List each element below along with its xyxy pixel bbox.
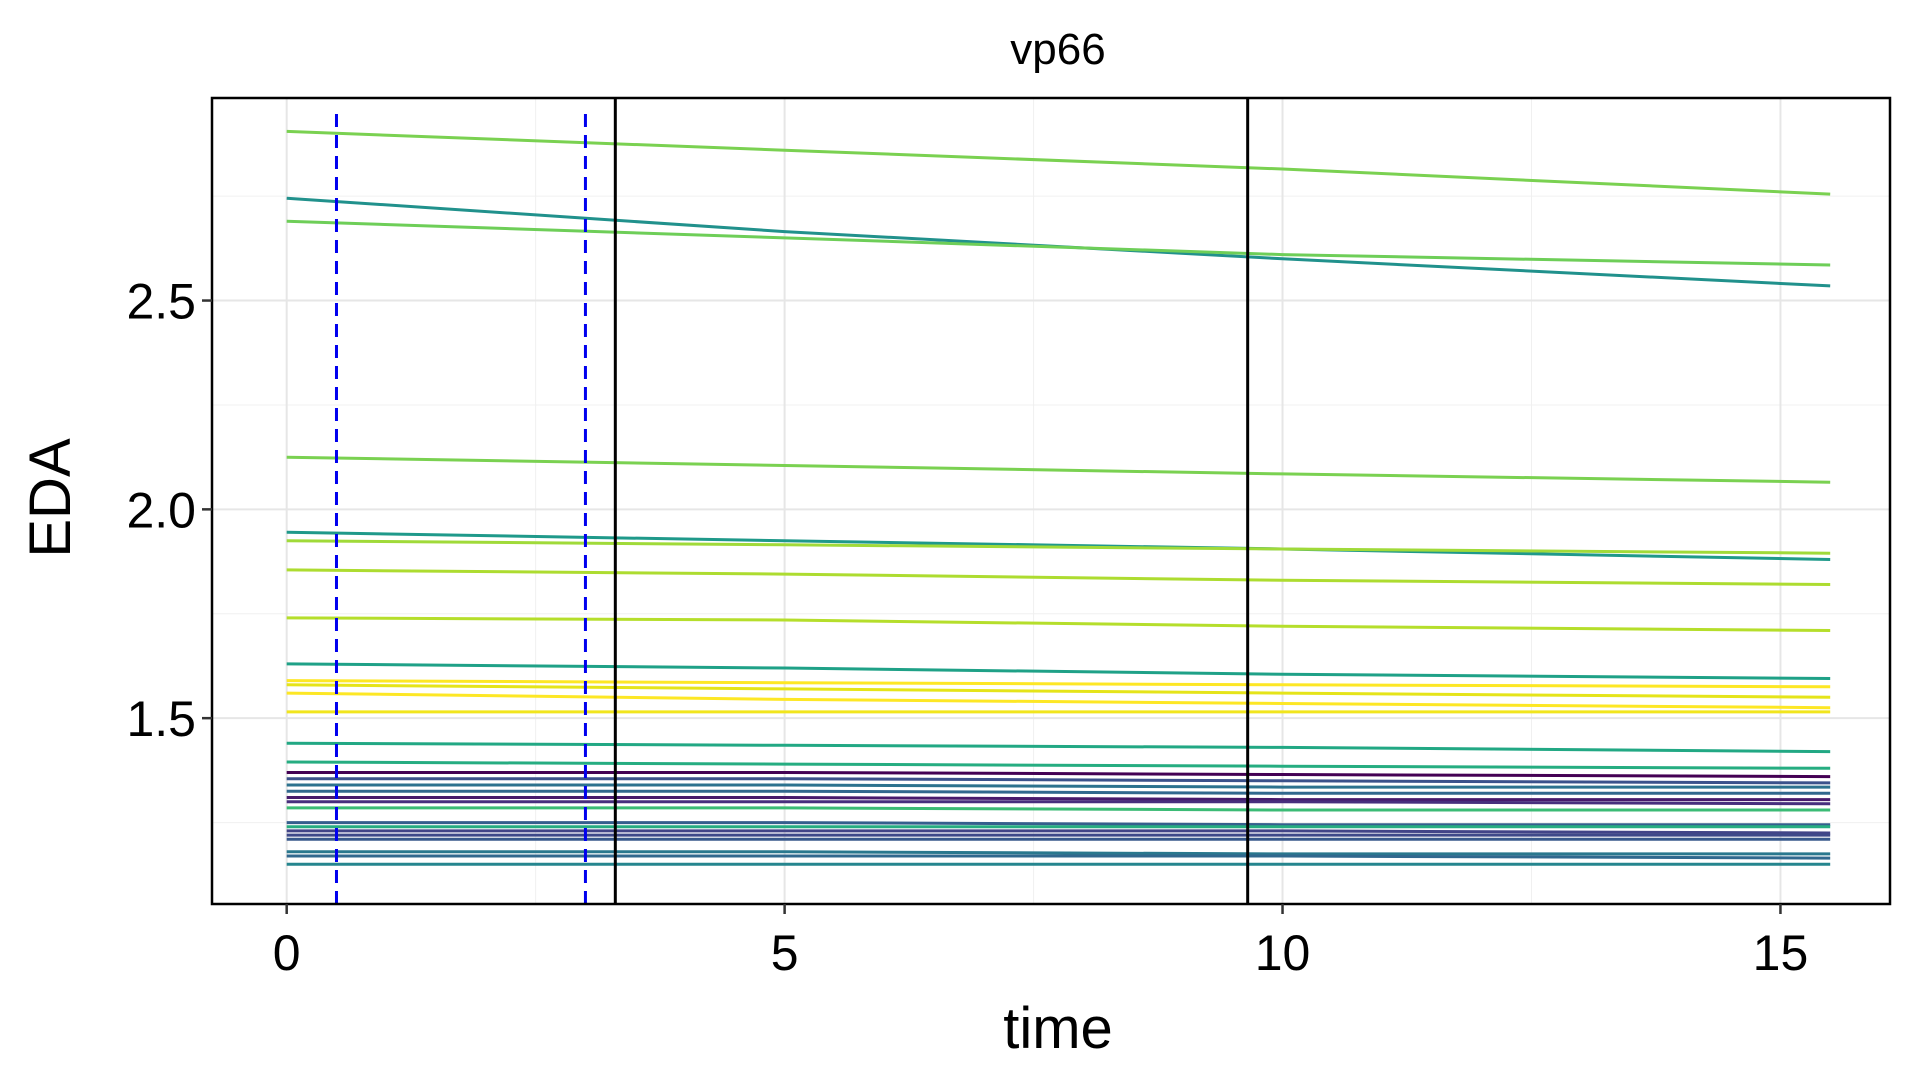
- series-line-8: [286, 616, 1831, 632]
- series-line-28: [286, 850, 1831, 856]
- x-tick-label: 5: [771, 925, 799, 981]
- series-line-29: [286, 854, 1831, 860]
- series-layer: [286, 129, 1831, 866]
- series-line-12: [286, 691, 1831, 710]
- series-line-18: [286, 783, 1831, 789]
- y-tick-label: 2.5: [126, 274, 196, 330]
- y-axis-title: EDA: [18, 438, 83, 558]
- vertical-markers: [334, 98, 1250, 904]
- series-line-25: [286, 829, 1831, 835]
- series-line-17: [286, 777, 1831, 785]
- y-tick-label: 1.5: [126, 691, 196, 747]
- grid: [212, 98, 1890, 904]
- x-tick-label: 10: [1255, 925, 1311, 981]
- series-line-10: [286, 679, 1831, 689]
- x-axis-ticks: 0 5 10 15: [273, 904, 1808, 981]
- series-line-23: [286, 821, 1831, 827]
- series-line-20: [286, 796, 1831, 802]
- series-line-11: [286, 683, 1831, 699]
- series-line-4: [286, 455, 1831, 484]
- x-tick-label: 15: [1753, 925, 1809, 981]
- plot-title: vp66: [1010, 25, 1105, 74]
- series-line-15: [286, 760, 1831, 770]
- series-line-3: [286, 219, 1831, 267]
- series-line-16: [286, 771, 1831, 779]
- x-tick-label: 0: [273, 925, 301, 981]
- y-tick-label: 2.0: [126, 482, 196, 538]
- series-line-2: [286, 196, 1831, 288]
- series-line-7: [286, 568, 1831, 586]
- series-line-21: [286, 800, 1831, 806]
- series-line-6: [286, 539, 1831, 555]
- series-line-22: [286, 806, 1831, 812]
- series-line-14: [286, 741, 1831, 754]
- series-line-5: [286, 530, 1831, 561]
- x-axis-title: time: [1003, 996, 1113, 1061]
- series-line-1: [286, 129, 1831, 196]
- series-line-9: [286, 662, 1831, 680]
- panel-border: [210, 96, 1892, 906]
- series-line-19: [286, 789, 1831, 795]
- y-axis-ticks: 1.5 2.0 2.5: [126, 274, 212, 747]
